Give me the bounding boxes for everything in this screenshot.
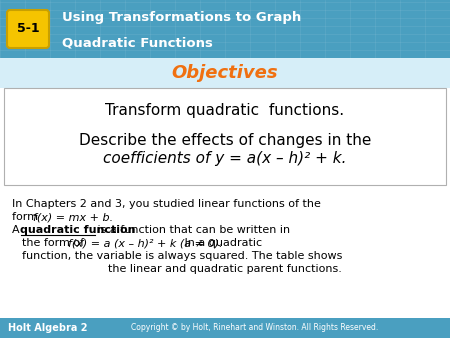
Text: coefficients of y = a(x – h)² + k.: coefficients of y = a(x – h)² + k. <box>103 151 347 167</box>
Text: Using Transformations to Graph: Using Transformations to Graph <box>62 11 301 24</box>
Text: Quadratic Functions: Quadratic Functions <box>62 37 213 49</box>
Text: the linear and quadratic parent functions.: the linear and quadratic parent function… <box>108 264 342 274</box>
FancyBboxPatch shape <box>7 10 49 48</box>
Text: Copyright © by Holt, Rinehart and Winston. All Rights Reserved.: Copyright © by Holt, Rinehart and Winsto… <box>131 323 378 333</box>
Text: In a quadratic: In a quadratic <box>181 238 262 248</box>
Text: f(x) = mx + b.: f(x) = mx + b. <box>33 212 113 222</box>
Text: Describe the effects of changes in the: Describe the effects of changes in the <box>79 132 371 147</box>
Text: is a function that can be written in: is a function that can be written in <box>94 225 291 235</box>
Bar <box>0 58 450 88</box>
Text: Holt Algebra 2: Holt Algebra 2 <box>8 323 87 333</box>
Text: the form of: the form of <box>22 238 88 248</box>
Text: f(x) = a (x – h)² + k (a ≠ 0).: f(x) = a (x – h)² + k (a ≠ 0). <box>68 238 222 248</box>
Text: Transform quadratic  functions.: Transform quadratic functions. <box>105 102 345 118</box>
Text: Objectives: Objectives <box>172 64 278 82</box>
Text: In Chapters 2 and 3, you studied linear functions of the: In Chapters 2 and 3, you studied linear … <box>12 199 321 209</box>
Text: 5-1: 5-1 <box>17 23 39 35</box>
Text: A: A <box>12 225 23 235</box>
Bar <box>0 0 450 58</box>
Text: function, the variable is always squared. The table shows: function, the variable is always squared… <box>22 251 342 261</box>
Bar <box>0 318 450 338</box>
Bar <box>4 88 446 185</box>
Text: quadratic function: quadratic function <box>21 225 136 235</box>
Text: form: form <box>12 212 41 222</box>
